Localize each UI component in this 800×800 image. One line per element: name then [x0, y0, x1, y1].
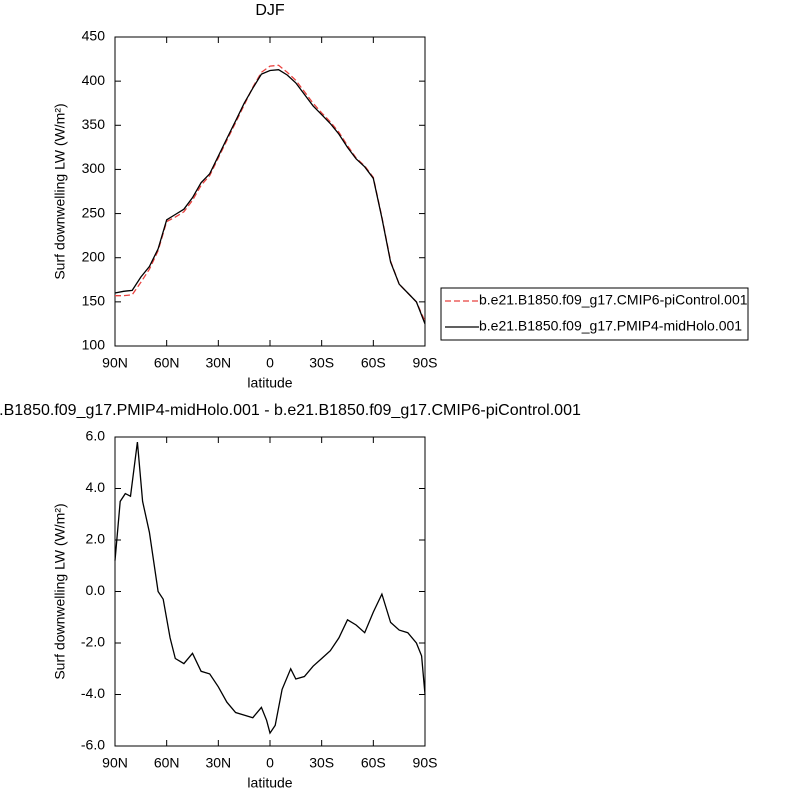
y-tick-label: 6.0 [86, 428, 106, 444]
x-tick-label: 60S [361, 355, 386, 371]
x-tick-label: 60N [154, 355, 180, 371]
chart-title: b.e21.B1850.f09_g17.PMIP4-midHolo.001 - … [0, 402, 581, 419]
y-tick-label: 150 [82, 293, 106, 309]
plot-frame [114, 36, 426, 347]
y-tick-label: 4.0 [86, 479, 106, 495]
y-tick-label: -4.0 [81, 685, 105, 701]
x-tick-label: 90N [102, 355, 128, 371]
x-tick-label: 0 [266, 755, 274, 771]
x-tick-label: 30S [309, 355, 334, 371]
data-line [115, 64, 426, 322]
y-tick-label: 450 [82, 28, 106, 44]
x-tick-label: 90N [102, 755, 128, 771]
plot-frame [114, 436, 426, 747]
y-tick-label: -2.0 [81, 634, 105, 650]
data-line [114, 69, 426, 325]
legend-label: b.e21.B1850.f09_g17.PMIP4-midHolo.001 [479, 318, 742, 334]
y-axis-label: Surf downwelling LW (W/m²) [52, 503, 68, 679]
x-tick-label: 60N [154, 755, 180, 771]
legend-label: b.e21.B1850.f09_g17.CMIP6-piControl.001 [479, 292, 748, 308]
y-tick-label: 350 [82, 116, 106, 132]
y-tick-label: 100 [82, 337, 106, 353]
x-tick-label: 0 [266, 355, 274, 371]
y-tick-label: 0.0 [86, 582, 106, 598]
x-axis-label: latitude [247, 775, 292, 791]
x-tick-label: 30N [205, 755, 231, 771]
x-tick-label: 90S [413, 755, 438, 771]
x-tick-label: 30N [205, 355, 231, 371]
x-axis-label: latitude [247, 375, 292, 391]
x-tick-label: 90S [413, 355, 438, 371]
y-tick-label: 200 [82, 248, 106, 264]
x-tick-label: 60S [361, 755, 386, 771]
y-tick-label: 400 [82, 72, 106, 88]
y-tick-label: 300 [82, 160, 106, 176]
y-tick-label: 2.0 [86, 531, 106, 547]
y-tick-label: 250 [82, 204, 106, 220]
chart-title: DJF [255, 2, 285, 19]
y-tick-label: -6.0 [81, 737, 105, 753]
y-axis-label: Surf downwelling LW (W/m²) [52, 103, 68, 279]
x-tick-label: 30S [309, 755, 334, 771]
legend-box [440, 287, 749, 341]
data-line [114, 442, 426, 735]
